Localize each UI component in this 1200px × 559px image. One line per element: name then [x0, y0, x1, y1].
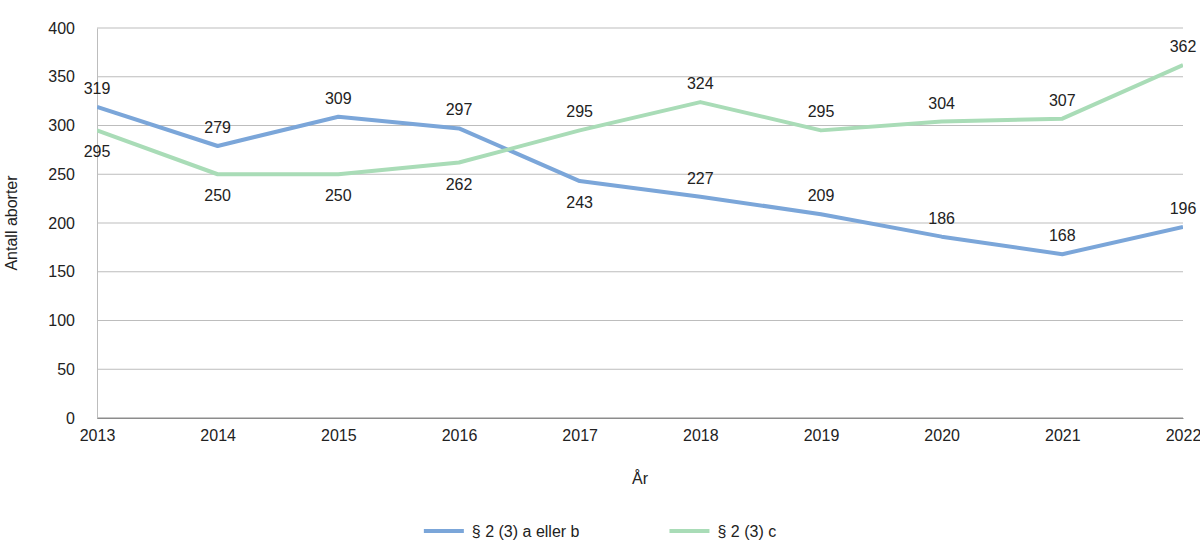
data-label: 243 — [566, 194, 593, 211]
data-label: 319 — [84, 80, 111, 97]
data-label: 186 — [928, 210, 955, 227]
grid — [97, 28, 1183, 418]
data-label: 307 — [1049, 92, 1076, 109]
x-tick-label: 2013 — [80, 427, 116, 444]
grid-line — [97, 418, 1183, 419]
legend-swatch — [424, 529, 464, 533]
x-axis-title: År — [632, 469, 649, 487]
x-tick: 2015 — [321, 418, 357, 444]
grid-line — [97, 320, 1183, 321]
x-tick-label: 2014 — [200, 427, 236, 444]
data-label: 250 — [325, 187, 352, 204]
y-tick: 200 — [48, 215, 97, 232]
y-tick-label: 100 — [48, 312, 75, 329]
grid-line — [97, 28, 1183, 29]
data-label: 304 — [928, 95, 955, 112]
x-tick-label: 2021 — [1045, 427, 1081, 444]
data-label: 227 — [687, 170, 714, 187]
y-axis-title: Antall aborter — [3, 175, 20, 271]
legend-item: § 2 (3) c — [669, 523, 776, 540]
legend: § 2 (3) a eller b § 2 (3) c — [424, 523, 776, 540]
data-label: 250 — [204, 187, 231, 204]
x-axis-line — [98, 418, 1184, 419]
series-line — [97, 65, 1183, 174]
y-tick-label: 200 — [48, 215, 75, 232]
x-tick: 2020 — [924, 418, 960, 444]
x-tick: 2013 — [80, 418, 116, 444]
grid-line — [97, 76, 1183, 77]
x-tick: 2019 — [804, 418, 840, 444]
x-axis: 2013 2014 2015 2016 2017 2018 2019 2020 2021 2022 — [80, 418, 1200, 444]
grid-line — [97, 271, 1183, 272]
data-label: 295 — [808, 103, 835, 120]
x-tick-label: 2022 — [1166, 427, 1200, 444]
x-tick-label: 2018 — [683, 427, 719, 444]
y-tick: 250 — [48, 166, 97, 183]
y-tick-label: 50 — [57, 361, 75, 378]
x-tick-label: 2015 — [321, 427, 357, 444]
data-label: 309 — [325, 90, 352, 107]
data-label: 196 — [1170, 200, 1197, 217]
legend-item: § 2 (3) a eller b — [424, 523, 580, 540]
y-tick-label: 300 — [48, 117, 75, 134]
x-tick-label: 2019 — [804, 427, 840, 444]
x-tick-label: 2020 — [924, 427, 960, 444]
y-tick: 150 — [48, 263, 97, 280]
x-tick: 2018 — [683, 418, 719, 444]
lines — [97, 65, 1183, 254]
x-tick: 2014 — [200, 418, 236, 444]
grid-line — [97, 369, 1183, 370]
y-tick-label: 0 — [66, 410, 75, 427]
data-label: 295 — [566, 103, 593, 120]
data-label: 168 — [1049, 227, 1076, 244]
y-tick: 100 — [48, 312, 97, 329]
x-tick-label: 2016 — [442, 427, 478, 444]
grid-line — [97, 125, 1183, 126]
y-tick-label: 400 — [48, 20, 75, 37]
grid-line — [97, 223, 1183, 224]
y-tick-label: 150 — [48, 263, 75, 280]
plot: 0 50 100 150 200 250 300 350 400 2013 2014 2015 2016… — [48, 20, 1200, 445]
data-label: 324 — [687, 75, 714, 92]
y-tick: 50 — [57, 361, 97, 378]
x-tick: 2021 — [1045, 418, 1081, 444]
x-tick: 2017 — [562, 418, 598, 444]
y-tick-label: 350 — [48, 68, 75, 85]
y-tick: 300 — [48, 117, 97, 134]
data-label: 297 — [446, 101, 473, 118]
x-tick-label: 2017 — [562, 427, 598, 444]
data-labels: 319 279 309 297 243 227 209 186 168 196 295 250 250 2… — [84, 38, 1197, 244]
legend-label: § 2 (3) a eller b — [472, 523, 580, 540]
y-tick-label: 250 — [48, 166, 75, 183]
data-label: 262 — [446, 176, 473, 193]
data-label: 295 — [84, 143, 111, 160]
chart: 0 50 100 150 200 250 300 350 400 2013 2014 2015 2016… — [0, 0, 1200, 559]
x-tick: 2016 — [442, 418, 478, 444]
data-label: 362 — [1170, 38, 1197, 55]
data-label: 209 — [808, 187, 835, 204]
y-tick: 0 — [66, 410, 97, 427]
data-label: 279 — [204, 119, 231, 136]
x-tick: 2022 — [1166, 418, 1200, 444]
legend-label: § 2 (3) c — [717, 523, 776, 540]
series-line — [97, 107, 1183, 254]
legend-swatch — [669, 529, 709, 533]
y-tick: 400 — [48, 20, 97, 37]
